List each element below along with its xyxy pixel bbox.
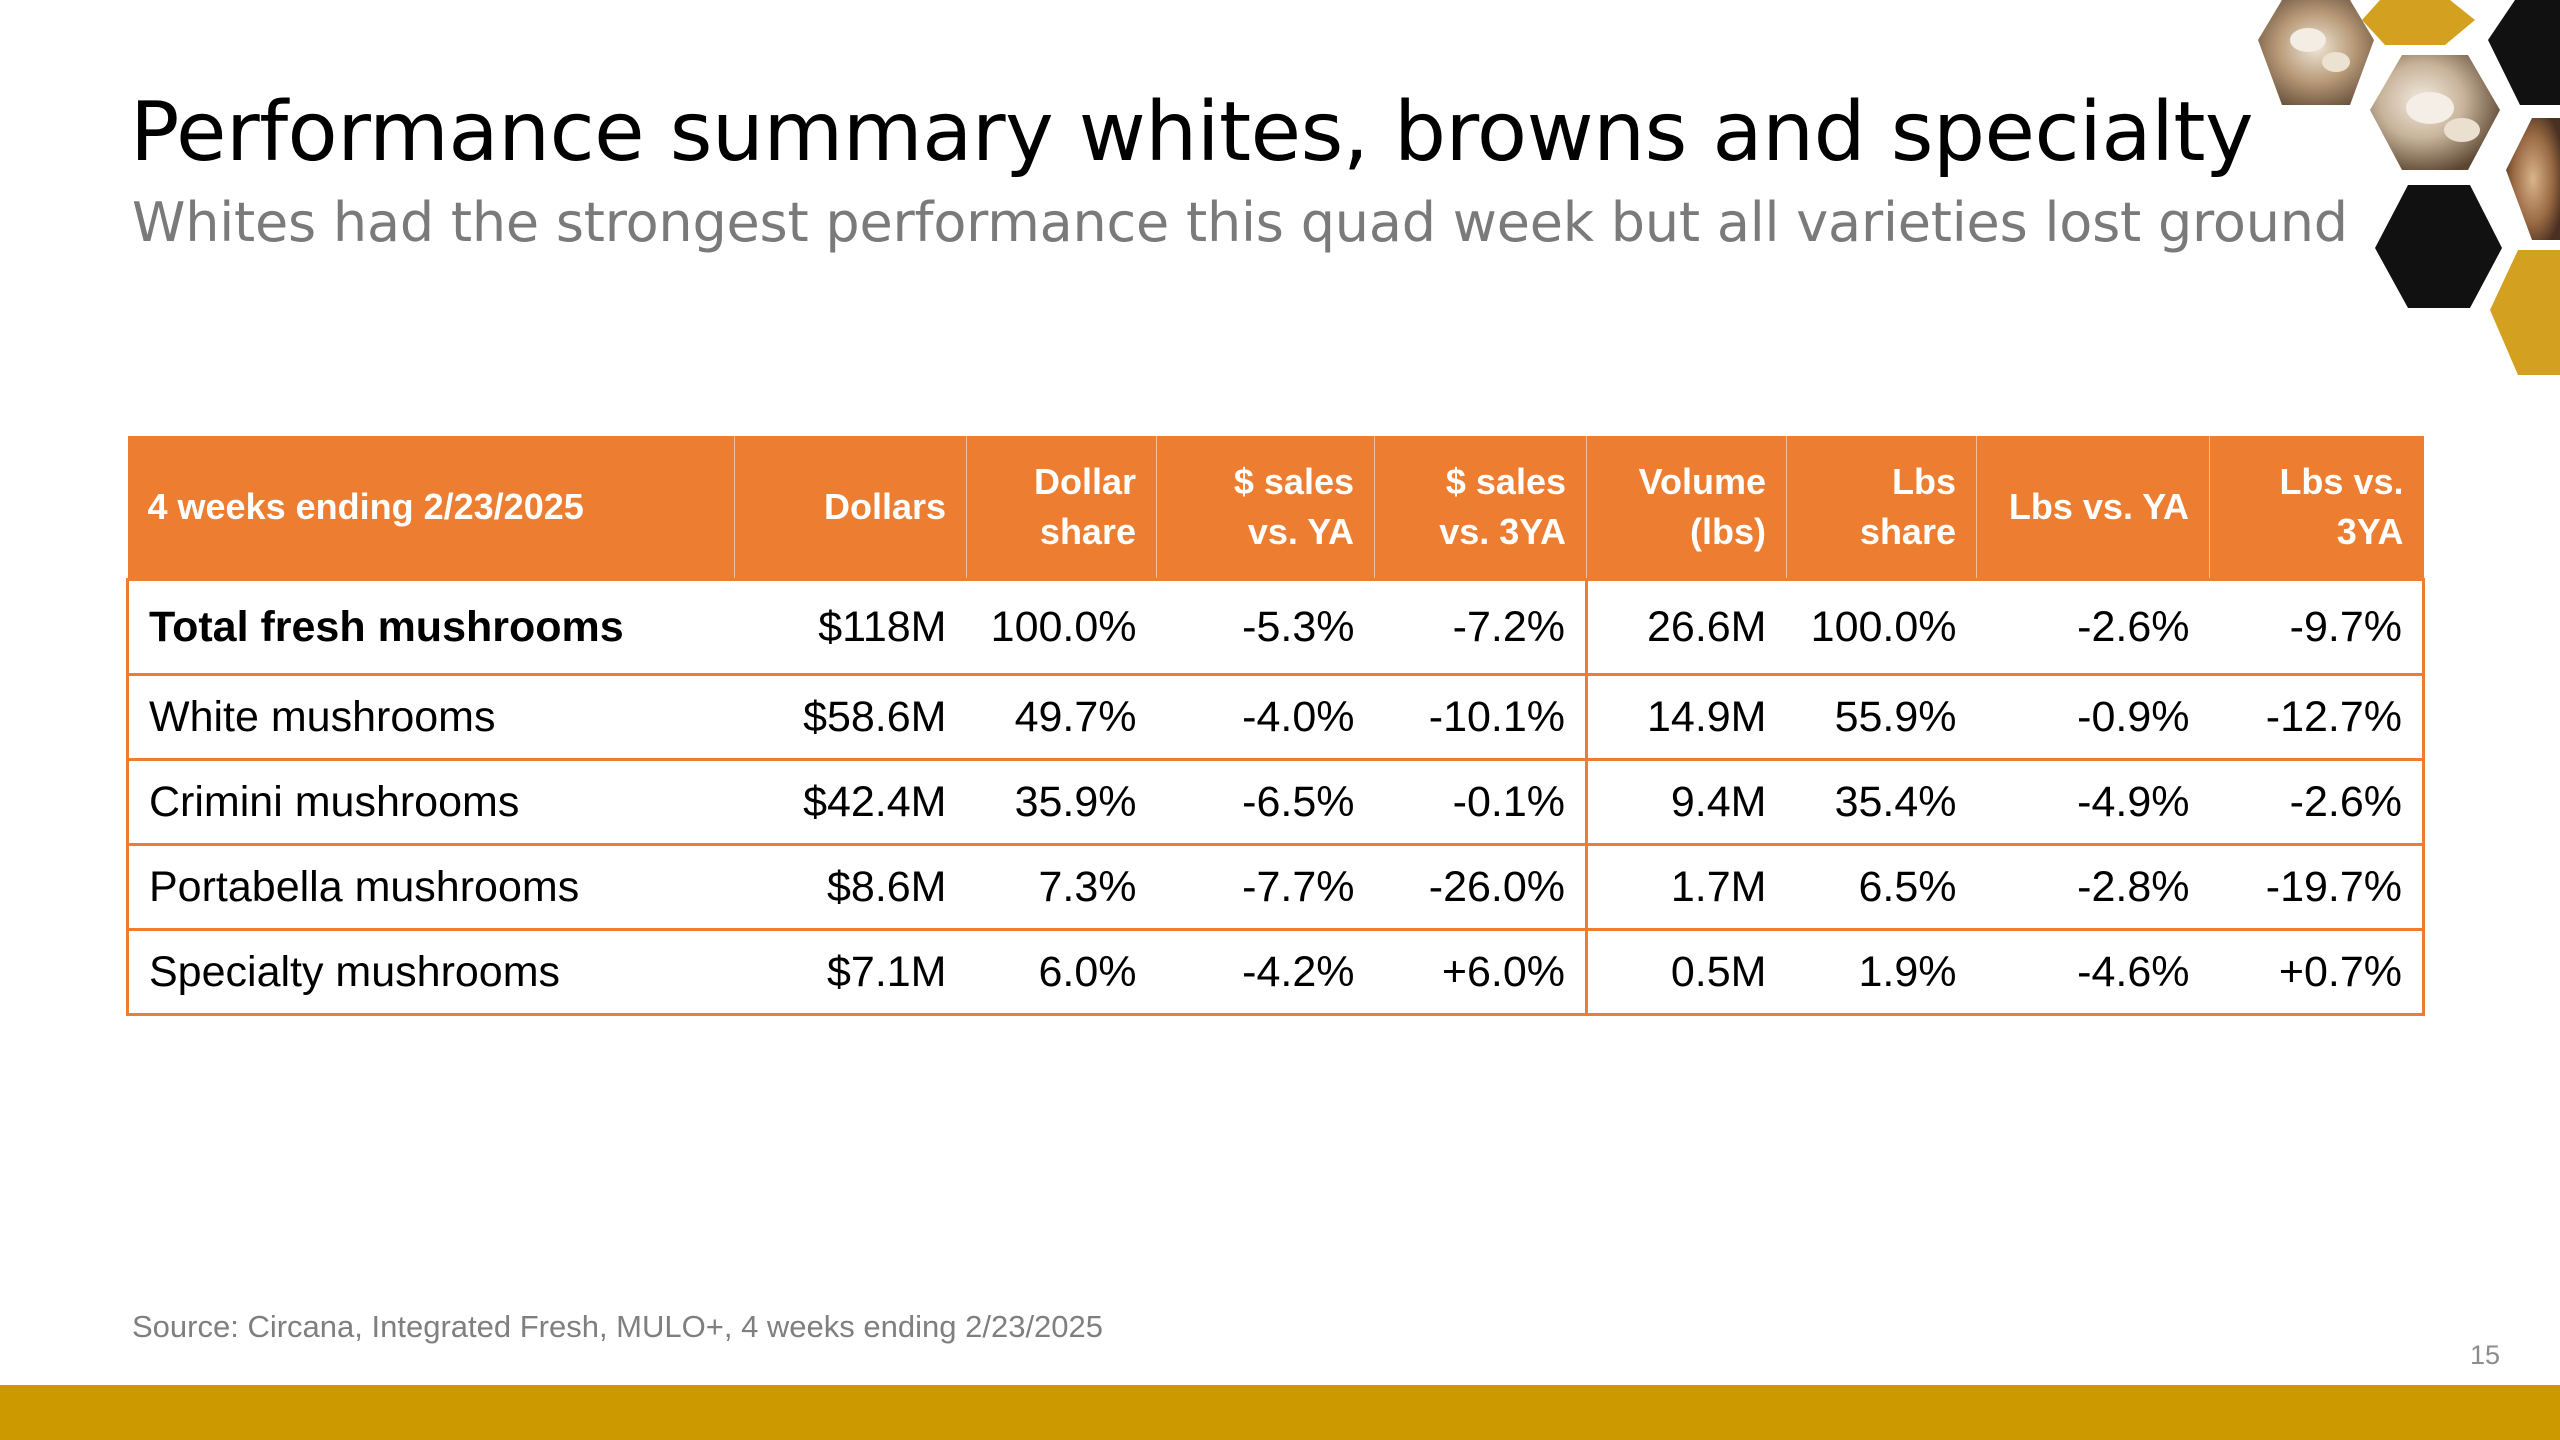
cell-lbs-vs-3ya: -9.7% (2209, 578, 2425, 676)
cell-sales-vs-ya: -5.3% (1156, 578, 1375, 676)
cell-lbs-vs-3ya: -12.7% (2209, 673, 2425, 761)
row-label: Specialty mushrooms (126, 928, 735, 1016)
performance-table: 4 weeks ending 2/23/2025 Dollars Dollar … (126, 436, 2425, 1016)
cell-sales-vs-3ya: -0.1% (1374, 758, 1587, 846)
row-label: Crimini mushrooms (126, 758, 735, 846)
hexagon-decoration (2258, 0, 2560, 375)
cell-dollar-share: 100.0% (966, 578, 1157, 676)
cell-lbs-vs-ya: -4.6% (1976, 928, 2210, 1016)
cell-lbs-vs-ya: -2.8% (1976, 843, 2210, 931)
black-hexagon (2375, 185, 2502, 308)
header-sales-vs-3ya: $ sales vs. 3YA (1374, 436, 1587, 580)
cell-dollars: $58.6M (734, 673, 967, 761)
cell-dollar-share: 7.3% (966, 843, 1157, 931)
table-row: White mushrooms $58.6M 49.7% -4.0% -10.1… (126, 673, 2425, 761)
cell-lbs-share: 35.4% (1786, 758, 1977, 846)
header-sales-vs-ya: $ sales vs. YA (1156, 436, 1375, 580)
row-label: Portabella mushrooms (126, 843, 735, 931)
cell-dollar-share: 49.7% (966, 673, 1157, 761)
row-label: White mushrooms (126, 673, 735, 761)
cell-volume: 9.4M (1585, 758, 1787, 846)
slide-subtitle: Whites had the strongest performance thi… (132, 191, 2348, 254)
header-dollar-share: Dollar share (966, 436, 1157, 580)
cell-lbs-share: 1.9% (1786, 928, 1977, 1016)
mushroom-cap-icon (2406, 92, 2454, 124)
cell-dollars: $42.4M (734, 758, 967, 846)
cell-sales-vs-3ya: -26.0% (1374, 843, 1587, 931)
cell-sales-vs-3ya: +6.0% (1374, 928, 1587, 1016)
cell-dollars: $118M (734, 578, 967, 676)
cell-dollar-share: 35.9% (966, 758, 1157, 846)
cell-sales-vs-ya: -6.5% (1156, 758, 1375, 846)
table-row-total: Total fresh mushrooms $118M 100.0% -5.3%… (126, 578, 2425, 676)
header-dollars: Dollars (734, 436, 967, 580)
header-lbs-vs-ya: Lbs vs. YA (1976, 436, 2210, 580)
cell-volume: 1.7M (1585, 843, 1787, 931)
table-row: Specialty mushrooms $7.1M 6.0% -4.2% +6.… (126, 928, 2425, 1016)
table-row: Crimini mushrooms $42.4M 35.9% -6.5% -0.… (126, 758, 2425, 846)
page-number: 15 (2470, 1340, 2501, 1370)
gold-hexagon (2362, 0, 2475, 45)
mushroom-cap-icon (2322, 52, 2350, 72)
gold-hexagon (2490, 250, 2560, 375)
cell-sales-vs-ya: -4.2% (1156, 928, 1375, 1016)
header-lbs-share: Lbs share (1786, 436, 1977, 580)
header-period: 4 weeks ending 2/23/2025 (127, 436, 735, 580)
cell-lbs-vs-3ya: +0.7% (2209, 928, 2425, 1016)
cell-lbs-vs-ya: -2.6% (1976, 578, 2210, 676)
cell-sales-vs-ya: -4.0% (1156, 673, 1375, 761)
mushroom-cap-icon (2290, 28, 2326, 52)
cell-dollars: $8.6M (734, 843, 967, 931)
cell-lbs-share: 6.5% (1786, 843, 1977, 931)
header-lbs-vs-3ya: Lbs vs. 3YA (2209, 436, 2424, 580)
table-row: Portabella mushrooms $8.6M 7.3% -7.7% -2… (126, 843, 2425, 931)
cell-dollar-share: 6.0% (966, 928, 1157, 1016)
cell-sales-vs-3ya: -10.1% (1374, 673, 1587, 761)
slide-title: Performance summary whites, browns and s… (130, 85, 2254, 180)
header-volume: Volume (lbs) (1586, 436, 1787, 580)
cell-lbs-share: 100.0% (1786, 578, 1977, 676)
cell-lbs-share: 55.9% (1786, 673, 1977, 761)
table-header-row: 4 weeks ending 2/23/2025 Dollars Dollar … (127, 436, 2424, 580)
row-label: Total fresh mushrooms (126, 578, 735, 676)
cell-lbs-vs-3ya: -2.6% (2209, 758, 2425, 846)
black-hexagon (2488, 0, 2560, 105)
footer-bar (0, 1385, 2560, 1440)
cell-sales-vs-ya: -7.7% (1156, 843, 1375, 931)
mushroom-photo-icon (2258, 0, 2374, 105)
cell-lbs-vs-ya: -4.9% (1976, 758, 2210, 846)
cell-volume: 14.9M (1585, 673, 1787, 761)
mushroom-photo-icon (2506, 118, 2560, 240)
cell-volume: 26.6M (1585, 578, 1787, 676)
cell-dollars: $7.1M (734, 928, 967, 1016)
mushroom-cap-icon (2444, 118, 2480, 142)
cell-sales-vs-3ya: -7.2% (1374, 578, 1587, 676)
cell-lbs-vs-3ya: -19.7% (2209, 843, 2425, 931)
cell-lbs-vs-ya: -0.9% (1976, 673, 2210, 761)
cell-volume: 0.5M (1585, 928, 1787, 1016)
source-note: Source: Circana, Integrated Fresh, MULO+… (132, 1309, 1104, 1344)
